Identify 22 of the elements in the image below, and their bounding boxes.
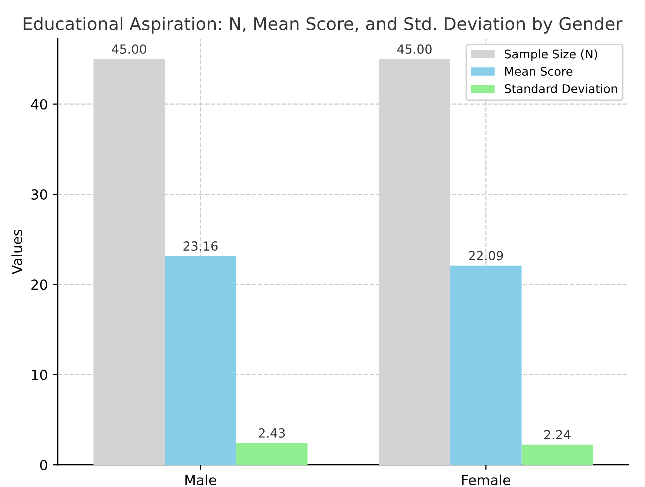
- y-tick-label: 30: [32, 190, 48, 200]
- legend-label: Sample Size (N): [505, 50, 598, 62]
- data-label: 45.00: [112, 44, 146, 54]
- data-label: 2.24: [544, 430, 571, 440]
- data-label: 23.16: [184, 242, 218, 252]
- y-tick-label: 40: [31, 99, 48, 110]
- y-tick-label: 0: [40, 460, 48, 471]
- y-tick-label: 10: [32, 370, 48, 380]
- x-tick-label: Male: [186, 474, 216, 486]
- chart-title: Educational Aspiration: N, Mean Score, and Std. Deviation by Gender: [24, 17, 623, 34]
- bar: [236, 443, 308, 466]
- x-tick-label: Female: [462, 474, 511, 486]
- bar: [165, 256, 236, 466]
- data-label: 45.00: [398, 44, 432, 54]
- data-label: 2.43: [259, 428, 286, 438]
- legend-label: Mean Score: [505, 67, 573, 76]
- bar: [450, 266, 522, 466]
- legend-label: Standard Deviation: [505, 84, 618, 94]
- y-axis-title: Values: [12, 230, 22, 275]
- bar: [522, 444, 594, 466]
- data-label: 22.09: [469, 251, 504, 261]
- y-tick-label: 20: [32, 280, 48, 290]
